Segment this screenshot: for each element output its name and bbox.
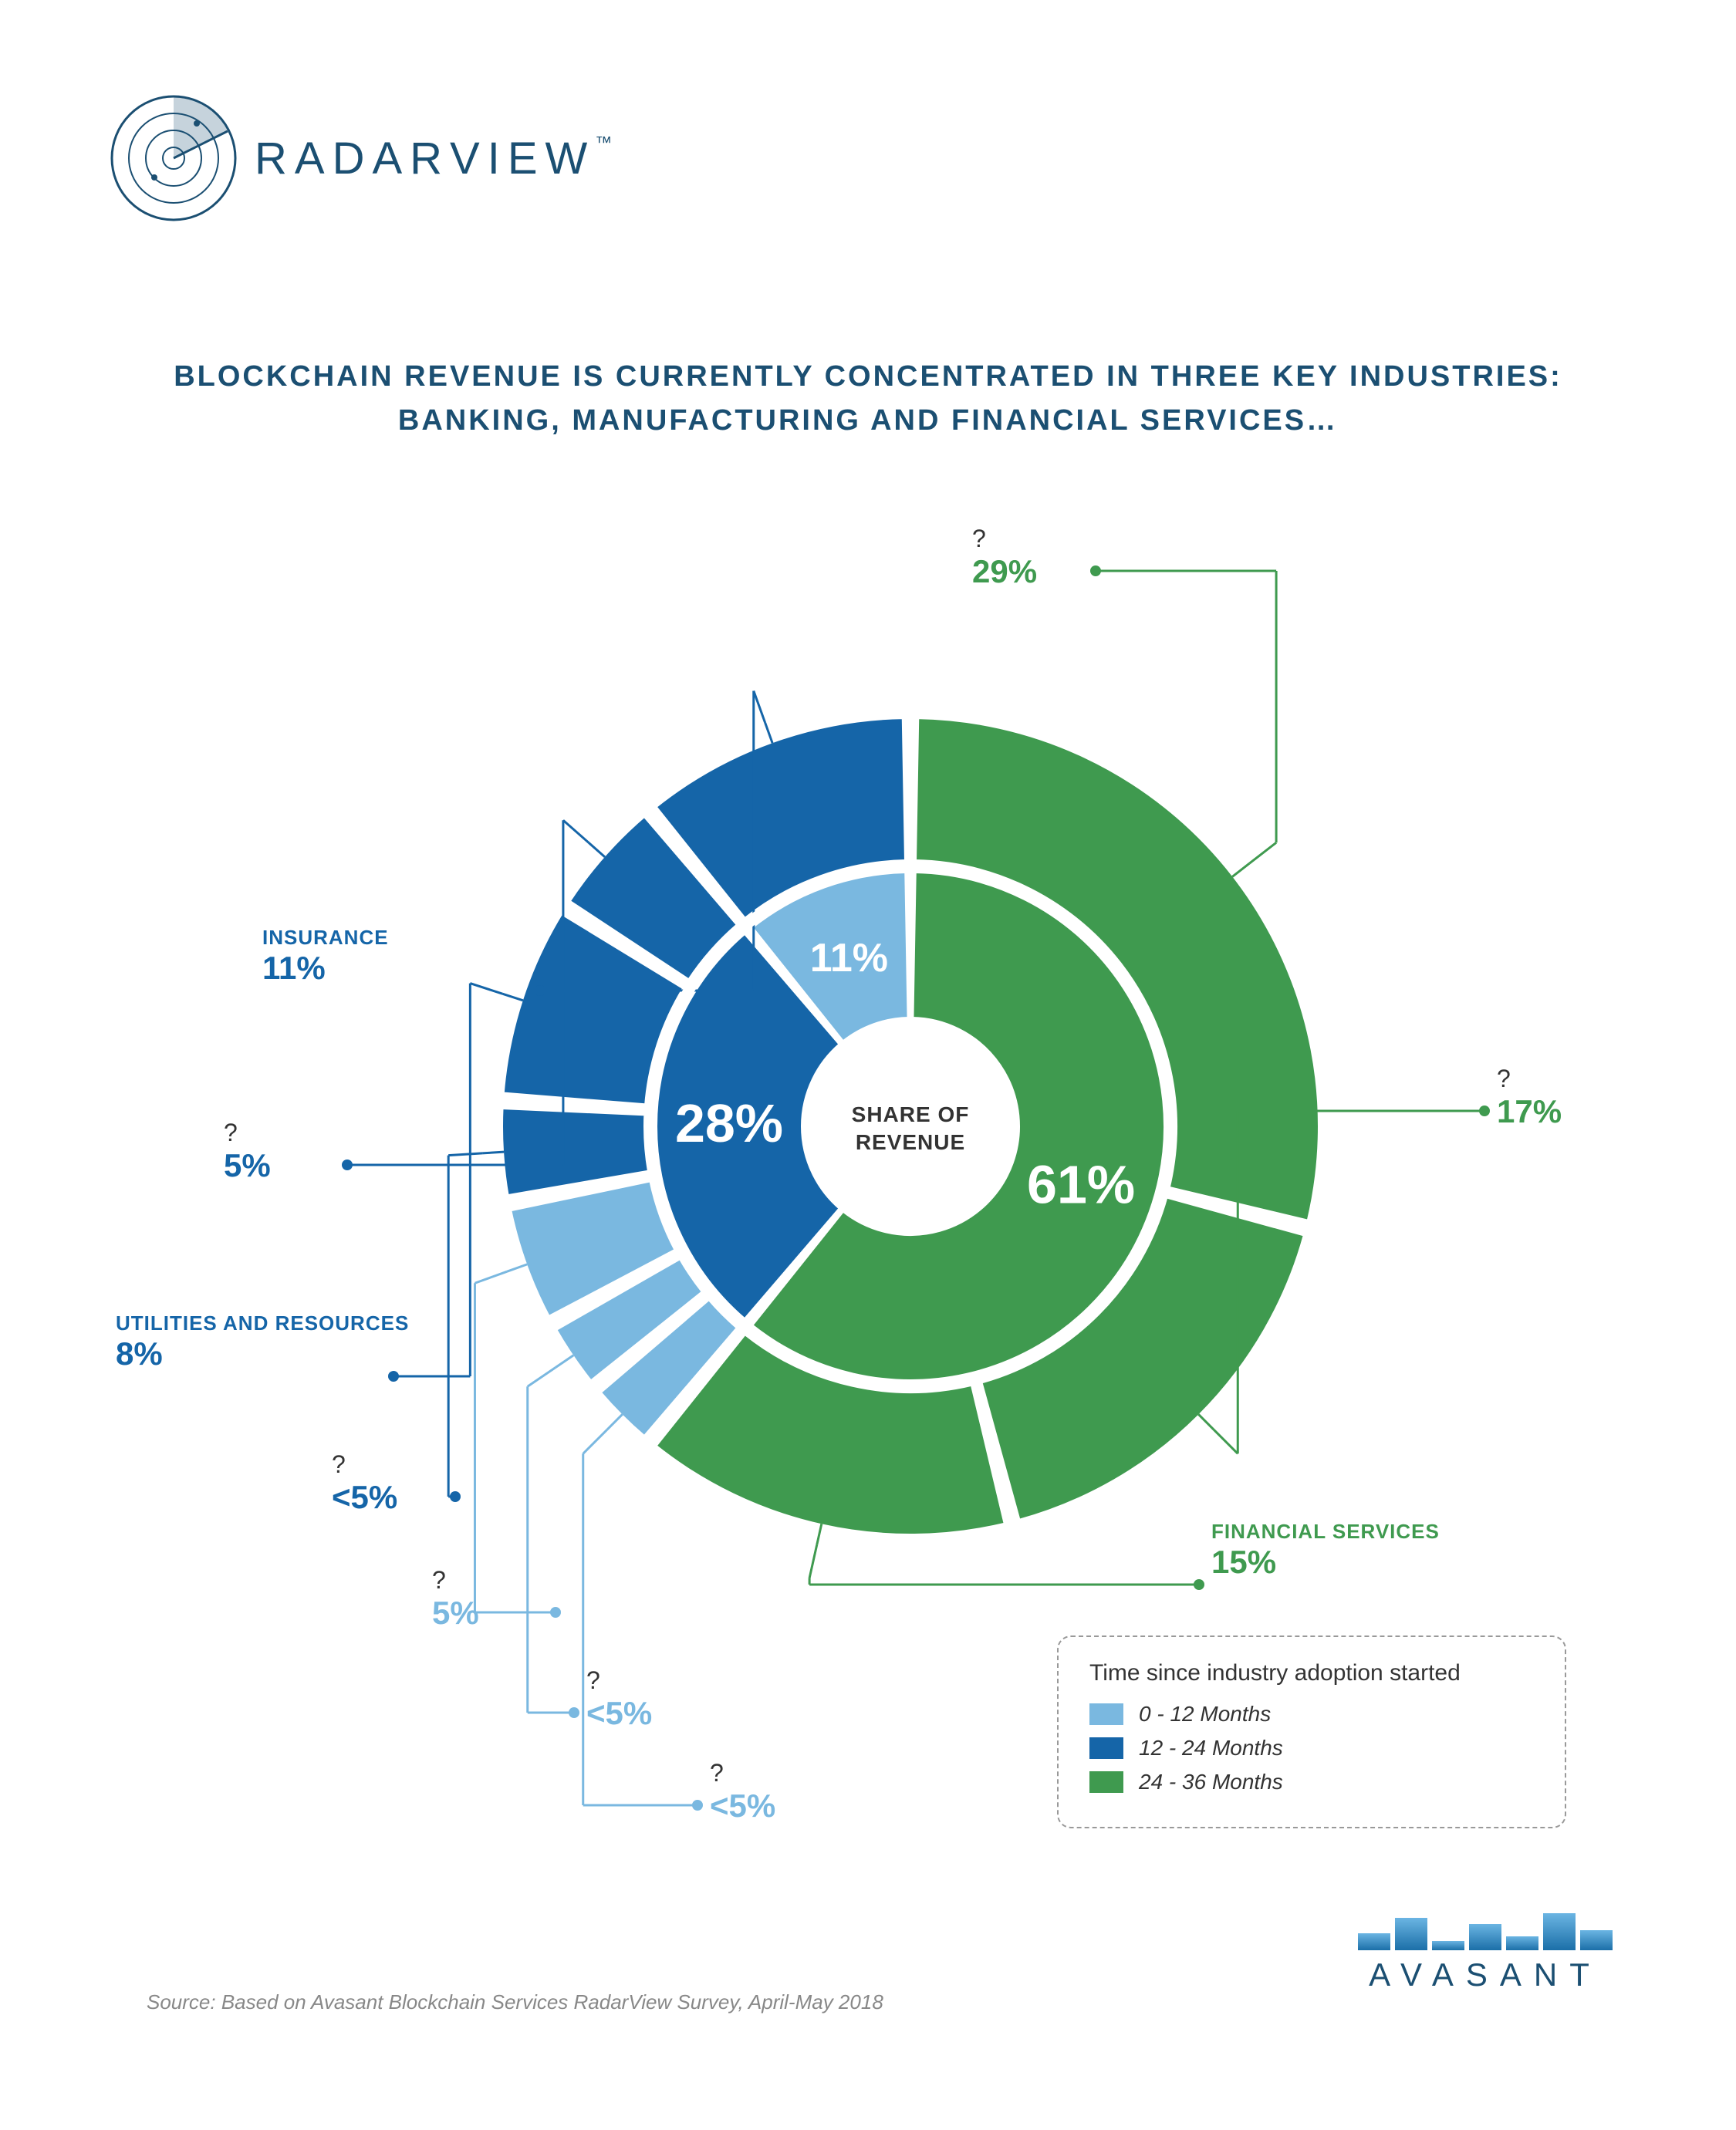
brand-name-bold: RADAR xyxy=(255,133,450,184)
callout-unknown-icon: ? xyxy=(332,1450,397,1479)
footer-brand-text: AVASANT xyxy=(1369,1956,1602,1993)
slice-callout: INSURANCE11% xyxy=(262,926,389,987)
legend-item: 0 - 12 Months xyxy=(1089,1702,1534,1727)
callout-value: 29% xyxy=(972,553,1037,590)
legend-label: 12 - 24 Months xyxy=(1139,1736,1283,1760)
footer-brand: AVASANT xyxy=(1358,1913,1613,1993)
callout-value: 8% xyxy=(116,1335,409,1372)
slice-callout: ?<5% xyxy=(586,1666,652,1732)
brand-name-thin: VIEW xyxy=(450,133,595,184)
callout-value: <5% xyxy=(586,1695,652,1732)
callout-value: 11% xyxy=(262,950,389,987)
callout-value: <5% xyxy=(332,1479,397,1516)
slice-callout: ?29% xyxy=(972,525,1037,590)
callout-value: 15% xyxy=(1211,1544,1440,1581)
callout-value: 17% xyxy=(1497,1093,1562,1130)
legend-item: 24 - 36 Months xyxy=(1089,1770,1534,1794)
avasant-icon xyxy=(1358,1913,1613,1950)
callout-value: 5% xyxy=(432,1595,479,1632)
inner-slice-label: 28% xyxy=(675,1093,783,1153)
donut-chart: 61%28%11%SHARE OFREVENUE ?29%?17%FINANCI… xyxy=(0,509,1736,1743)
callout-unknown-icon: ? xyxy=(586,1666,652,1695)
callout-unknown-icon: ? xyxy=(1497,1065,1562,1093)
callout-value: <5% xyxy=(710,1787,775,1825)
center-label: SHARE OF xyxy=(852,1102,970,1126)
source-text: Source: Based on Avasant Blockchain Serv… xyxy=(147,1990,883,2014)
center-label: REVENUE xyxy=(856,1130,965,1154)
title-line-1: BLOCKCHAIN REVENUE IS CURRENTLY CONCENTR… xyxy=(0,355,1736,399)
callout-unknown-icon: ? xyxy=(432,1566,479,1595)
chart-title: BLOCKCHAIN REVENUE IS CURRENTLY CONCENTR… xyxy=(0,355,1736,443)
legend-title: Time since industry adoption started xyxy=(1089,1660,1534,1686)
callout-name: INSURANCE xyxy=(262,926,389,950)
callout-value: 5% xyxy=(224,1147,271,1184)
slice-callout: UTILITIES AND RESOURCES8% xyxy=(116,1311,409,1372)
legend-label: 0 - 12 Months xyxy=(1139,1702,1271,1727)
legend-swatch xyxy=(1089,1737,1123,1759)
legend-label: 24 - 36 Months xyxy=(1139,1770,1283,1794)
callout-unknown-icon: ? xyxy=(972,525,1037,553)
slice-callout: ?17% xyxy=(1497,1065,1562,1130)
callout-name: FINANCIAL SERVICES xyxy=(1211,1520,1440,1544)
legend-item: 12 - 24 Months xyxy=(1089,1736,1534,1760)
legend: Time since industry adoption started 0 -… xyxy=(1057,1635,1566,1828)
slice-callout: ?<5% xyxy=(710,1759,775,1825)
radar-icon xyxy=(108,93,239,224)
brand-name: RADARVIEW™ xyxy=(255,133,620,184)
legend-swatch xyxy=(1089,1771,1123,1793)
callout-name: UTILITIES AND RESOURCES xyxy=(116,1311,409,1335)
slice-callout: ?5% xyxy=(224,1119,271,1184)
callout-unknown-icon: ? xyxy=(710,1759,775,1787)
slice-callout: ?5% xyxy=(432,1566,479,1632)
brand-tm: ™ xyxy=(595,133,620,152)
slice-callout: FINANCIAL SERVICES15% xyxy=(1211,1520,1440,1581)
callout-unknown-icon: ? xyxy=(224,1119,271,1147)
slice-callout: ?<5% xyxy=(332,1450,397,1516)
brand-logo-top: RADARVIEW™ xyxy=(108,93,620,224)
legend-swatch xyxy=(1089,1703,1123,1725)
inner-slice-label: 11% xyxy=(810,936,888,981)
inner-slice-label: 61% xyxy=(1027,1155,1135,1215)
title-line-2: BANKING, MANUFACTURING AND FINANCIAL SER… xyxy=(0,399,1736,443)
